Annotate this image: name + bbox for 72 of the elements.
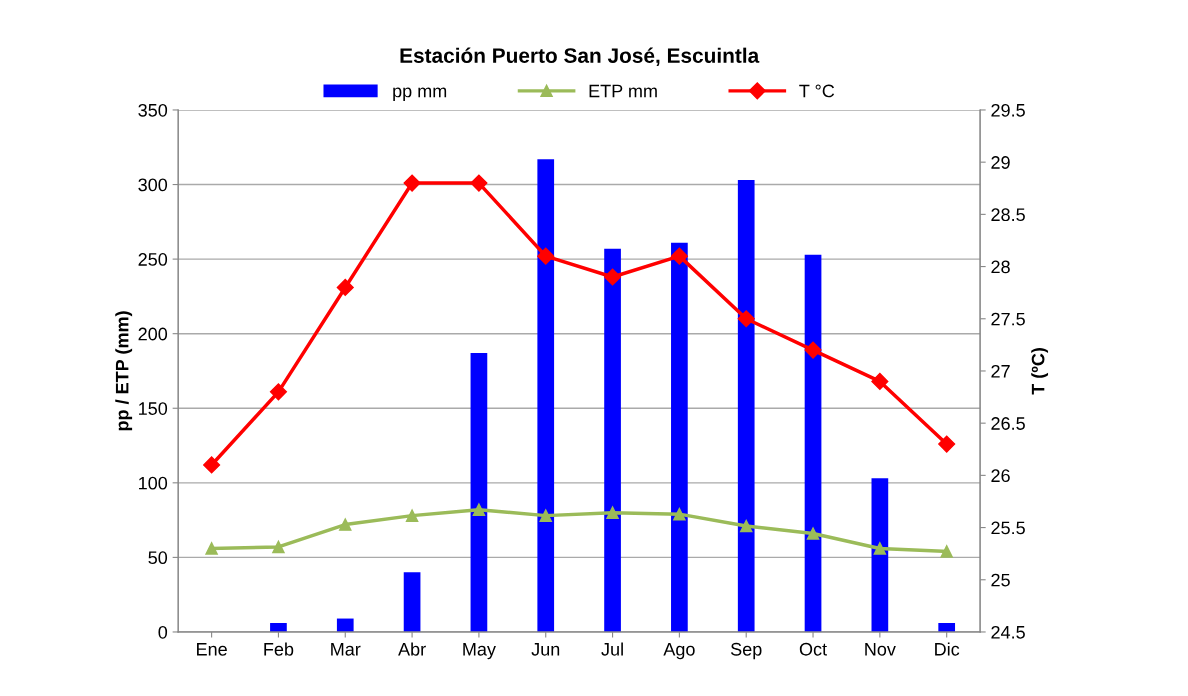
x-tick-label: Jun bbox=[531, 643, 560, 656]
x-tick-label: Ago bbox=[663, 643, 695, 660]
x-tick-label: Mar bbox=[331, 643, 361, 656]
y2-tick-label: 28 bbox=[991, 260, 1010, 274]
point bbox=[604, 268, 622, 286]
legend-label: T °C bbox=[799, 84, 835, 98]
bar bbox=[737, 180, 755, 632]
y-tick-label: 0 bbox=[158, 625, 168, 639]
point bbox=[269, 383, 287, 401]
x-tick-label: Jul bbox=[601, 642, 623, 656]
point bbox=[737, 310, 755, 328]
y2-tick-label: 25 bbox=[991, 573, 1010, 587]
x-tick-label: Feb bbox=[264, 642, 294, 656]
x-tick-label: Oct bbox=[799, 642, 827, 656]
point bbox=[873, 542, 887, 555]
point bbox=[940, 545, 953, 558]
point bbox=[539, 509, 552, 522]
y-tick-label: 300 bbox=[138, 178, 168, 192]
point bbox=[470, 174, 488, 192]
point bbox=[336, 278, 354, 297]
y-tick-label: 100 bbox=[139, 476, 168, 490]
bar bbox=[938, 623, 956, 632]
point bbox=[606, 506, 619, 519]
y2-tick-label: 26.5 bbox=[991, 417, 1025, 430]
point bbox=[670, 247, 688, 265]
point bbox=[537, 247, 555, 265]
bar bbox=[604, 248, 621, 632]
y-tick-label: 50 bbox=[148, 551, 168, 565]
y2-tick-label: 24.5 bbox=[991, 625, 1025, 639]
x-tick-label: Sep bbox=[730, 642, 762, 660]
bar bbox=[336, 618, 354, 632]
point bbox=[739, 519, 753, 533]
point bbox=[938, 435, 956, 453]
point bbox=[339, 518, 352, 531]
point bbox=[472, 503, 486, 516]
y2-tick-label: 27.5 bbox=[991, 312, 1025, 326]
x-tick-label: Dic bbox=[935, 642, 960, 656]
point bbox=[272, 540, 285, 554]
bar bbox=[270, 623, 287, 632]
y2-tick-label: 29 bbox=[991, 156, 1010, 169]
y2-tick-label: 25.5 bbox=[991, 521, 1025, 535]
y-tick-label: 250 bbox=[138, 253, 168, 266]
bar bbox=[804, 254, 822, 632]
bar bbox=[470, 353, 488, 632]
y2-tick-label: 27 bbox=[991, 364, 1010, 378]
y2-tick-label: 26 bbox=[991, 469, 1010, 483]
y-axis-title: pp / ETP (mm) bbox=[115, 311, 133, 431]
point bbox=[405, 509, 419, 522]
x-tick-label: Abr bbox=[398, 642, 426, 656]
point bbox=[205, 542, 218, 555]
point bbox=[871, 372, 889, 390]
y2-tick-label: 29.5 bbox=[991, 103, 1025, 117]
point bbox=[403, 174, 421, 192]
bar bbox=[537, 159, 555, 632]
bar bbox=[403, 572, 421, 632]
bar bbox=[671, 242, 688, 632]
y2-tick-label: 28.5 bbox=[991, 208, 1025, 222]
y2-axis-title: T (ºC) bbox=[1031, 348, 1049, 395]
point bbox=[673, 507, 686, 521]
chart-title: Estación Puerto San José, Escuintla bbox=[400, 47, 760, 66]
point bbox=[203, 456, 221, 474]
legend-label: pp mm bbox=[393, 87, 447, 101]
legend-label: ETP mm bbox=[589, 84, 657, 98]
y-tick-label: 350 bbox=[138, 103, 168, 117]
x-tick-label: Ene bbox=[197, 643, 227, 656]
point bbox=[804, 341, 822, 359]
bar bbox=[871, 478, 889, 632]
x-tick-label: May bbox=[463, 643, 496, 660]
x-tick-label: Nov bbox=[865, 643, 896, 656]
y-tick-label: 150 bbox=[139, 402, 168, 415]
y-tick-label: 200 bbox=[138, 327, 168, 341]
point bbox=[806, 527, 820, 540]
